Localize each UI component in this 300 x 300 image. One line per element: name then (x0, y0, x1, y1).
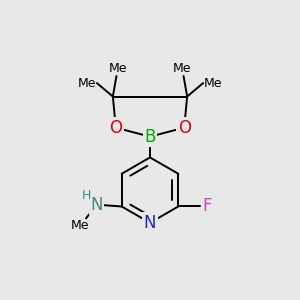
Text: Me: Me (173, 62, 191, 75)
Text: Me: Me (109, 62, 127, 75)
Text: O: O (109, 119, 122, 137)
Text: N: N (90, 196, 103, 214)
Text: N: N (144, 214, 156, 232)
Text: Me: Me (77, 76, 96, 90)
Text: F: F (202, 197, 212, 215)
Text: H: H (82, 189, 92, 202)
Text: Me: Me (204, 76, 223, 90)
Text: B: B (144, 128, 156, 146)
Text: O: O (178, 119, 191, 137)
Text: Me: Me (71, 219, 89, 232)
